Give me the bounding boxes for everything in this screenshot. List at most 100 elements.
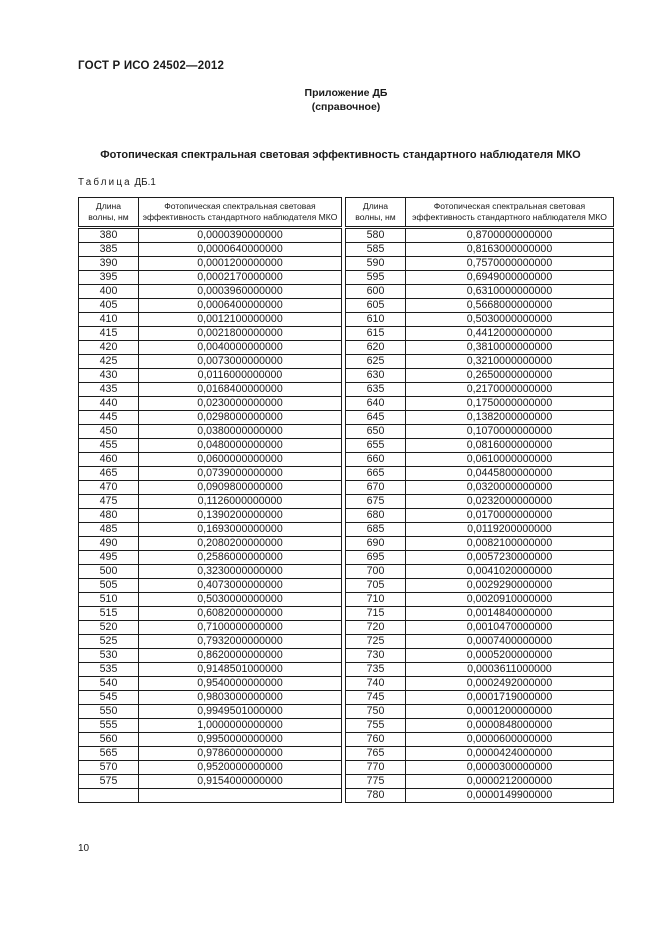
- efficiency-cell: 1,0000000000000: [138, 718, 342, 733]
- efficiency-cell: 0,1390200000000: [138, 508, 342, 523]
- table-left-body: 380 0,0000390000000 385 0,0000640000000 390 0…: [78, 227, 342, 803]
- efficiency-cell: 0,0040000000000: [138, 340, 342, 355]
- efficiency-cell: 0,0001200000000: [405, 704, 614, 719]
- efficiency-cell: 0,1070000000000: [405, 424, 614, 439]
- wavelength-cell: 735: [345, 662, 406, 677]
- table-row: 770 0,0000300000000: [345, 760, 614, 775]
- table-row: 495 0,2586000000000: [78, 550, 342, 565]
- efficiency-cell: 0,0002170000000: [138, 270, 342, 285]
- efficiency-cell: 0,3230000000000: [138, 564, 342, 579]
- table-row: 490 0,2080200000000: [78, 536, 342, 551]
- efficiency-cell: 0,0380000000000: [138, 424, 342, 439]
- table-row: 510 0,5030000000000: [78, 592, 342, 607]
- efficiency-cell: 0,0480000000000: [138, 438, 342, 453]
- table-row: 645 0,1382000000000: [345, 410, 614, 425]
- efficiency-cell: 0,0073000000000: [138, 354, 342, 369]
- table-row: 480 0,1390200000000: [78, 508, 342, 523]
- efficiency-cell: 0,0000390000000: [138, 227, 342, 243]
- efficiency-cell: 0,0119200000000: [405, 522, 614, 537]
- efficiency-cell: 0,0600000000000: [138, 452, 342, 467]
- wavelength-cell: 710: [345, 592, 406, 607]
- table-row: 465 0,0739000000000: [78, 466, 342, 481]
- efficiency-cell: 0,5668000000000: [405, 298, 614, 313]
- table-row: 725 0,0007400000000: [345, 634, 614, 649]
- appendix-title: Приложение ДБ: [304, 87, 388, 99]
- wavelength-cell: 660: [345, 452, 406, 467]
- table-row: 715 0,0014840000000: [345, 606, 614, 621]
- wavelength-cell: 405: [78, 298, 139, 313]
- wavelength-cell: 460: [78, 452, 139, 467]
- wavelength-cell: 550: [78, 704, 139, 719]
- wavelength-cell: 690: [345, 536, 406, 551]
- wavelength-cell: 680: [345, 508, 406, 523]
- table-row: 470 0,0909800000000: [78, 480, 342, 495]
- table-row: 560 0,9950000000000: [78, 732, 342, 747]
- efficiency-cell: 0,0020910000000: [405, 592, 614, 607]
- efficiency-cell: 0,8620000000000: [138, 648, 342, 663]
- table-row: 780 0,0000149900000: [345, 788, 614, 803]
- table-row: 640 0,1750000000000: [345, 396, 614, 411]
- table-row: 765 0,0000424000000: [345, 746, 614, 761]
- col-header-efficiency-left: Фотопическая спектральная световая эффек…: [138, 197, 342, 229]
- table-row: 565 0,9786000000000: [78, 746, 342, 761]
- table-row: 680 0,0170000000000: [345, 508, 614, 523]
- table-row: 635 0,2170000000000: [345, 382, 614, 397]
- efficiency-cell: 0,0298000000000: [138, 410, 342, 425]
- table-label-number: ДБ.1: [134, 177, 156, 188]
- table-row: 590 0,7570000000000: [345, 256, 614, 271]
- efficiency-cell: 0,0021800000000: [138, 326, 342, 341]
- table-row: 685 0,0119200000000: [345, 522, 614, 537]
- efficiency-cell: [138, 788, 342, 803]
- efficiency-cell: 0,1693000000000: [138, 522, 342, 537]
- table-row: 410 0,0012100000000: [78, 312, 342, 327]
- efficiency-cell: 0,0057230000000: [405, 550, 614, 565]
- wavelength-cell: 450: [78, 424, 139, 439]
- efficiency-cell: 0,0001200000000: [138, 256, 342, 271]
- wavelength-cell: 605: [345, 298, 406, 313]
- wavelength-cell: 525: [78, 634, 139, 649]
- wavelength-cell: 435: [78, 382, 139, 397]
- table-row: 695 0,0057230000000: [345, 550, 614, 565]
- wavelength-cell: 470: [78, 480, 139, 495]
- wavelength-cell: 455: [78, 438, 139, 453]
- wavelength-cell: 615: [345, 326, 406, 341]
- wavelength-cell: 430: [78, 368, 139, 383]
- wavelength-cell: 395: [78, 270, 139, 285]
- table-row: 660 0,0610000000000: [345, 452, 614, 467]
- appendix-heading: Приложение ДБ (справочное): [78, 87, 614, 114]
- table-row: 525 0,7932000000000: [78, 634, 342, 649]
- table-row: 720 0,0010470000000: [345, 620, 614, 635]
- efficiency-cell: 0,0170000000000: [405, 508, 614, 523]
- wavelength-cell: 500: [78, 564, 139, 579]
- efficiency-cell: 0,0001719000000: [405, 690, 614, 705]
- efficiency-cell: 0,0320000000000: [405, 480, 614, 495]
- wavelength-cell: 650: [345, 424, 406, 439]
- efficiency-cell: 0,6949000000000: [405, 270, 614, 285]
- wavelength-cell: 490: [78, 536, 139, 551]
- col-header-wavelength-left: Длина волны, нм: [78, 197, 139, 229]
- table-row: 625 0,3210000000000: [345, 354, 614, 369]
- table-row: 455 0,0480000000000: [78, 438, 342, 453]
- wavelength-cell: 535: [78, 662, 139, 677]
- table-row: 650 0,1070000000000: [345, 424, 614, 439]
- wavelength-cell: 475: [78, 494, 139, 509]
- wavelength-cell: 580: [345, 227, 406, 243]
- wavelength-cell: 720: [345, 620, 406, 635]
- table-row: 655 0,0816000000000: [345, 438, 614, 453]
- table-row: 620 0,3810000000000: [345, 340, 614, 355]
- wavelength-cell: [78, 788, 139, 803]
- efficiency-cell: 0,9154000000000: [138, 774, 342, 789]
- efficiency-cell: 0,0014840000000: [405, 606, 614, 621]
- table-row: 730 0,0005200000000: [345, 648, 614, 663]
- table-row: 415 0,0021800000000: [78, 326, 342, 341]
- wavelength-cell: 750: [345, 704, 406, 719]
- table-row: 535 0,9148501000000: [78, 662, 342, 677]
- wavelength-cell: 510: [78, 592, 139, 607]
- table-row: 530 0,8620000000000: [78, 648, 342, 663]
- efficiency-cell: 0,7932000000000: [138, 634, 342, 649]
- efficiency-cell: 0,3810000000000: [405, 340, 614, 355]
- table-row: 520 0,7100000000000: [78, 620, 342, 635]
- wavelength-cell: 675: [345, 494, 406, 509]
- efficiency-cell: 0,3210000000000: [405, 354, 614, 369]
- wavelength-cell: 640: [345, 396, 406, 411]
